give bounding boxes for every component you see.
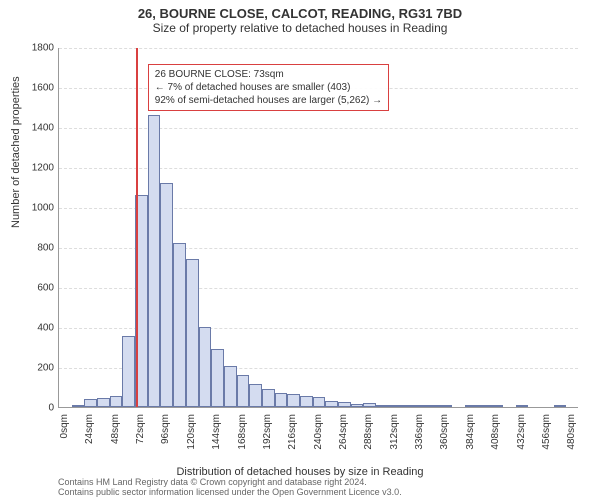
- chart-container: 26, BOURNE CLOSE, CALCOT, READING, RG31 …: [0, 0, 600, 500]
- histogram-bar: [516, 405, 529, 407]
- histogram-bar: [160, 183, 173, 407]
- histogram-bar: [465, 405, 478, 407]
- histogram-bar: [554, 405, 567, 407]
- footer-line-1: Contains HM Land Registry data © Crown c…: [58, 477, 402, 487]
- y-tick: 1800: [18, 43, 54, 54]
- histogram-bar: [351, 404, 364, 407]
- y-tick: 1200: [18, 163, 54, 174]
- callout-box: 26 BOURNE CLOSE: 73sqm← 7% of detached h…: [148, 64, 389, 111]
- chart-subtitle: Size of property relative to detached ho…: [0, 21, 600, 39]
- histogram-bar: [122, 336, 135, 407]
- histogram-bar: [338, 402, 351, 407]
- histogram-bar: [363, 403, 376, 407]
- y-tick: 200: [18, 363, 54, 374]
- histogram-bar: [414, 405, 427, 407]
- histogram-bar: [110, 396, 123, 407]
- histogram-bar: [401, 405, 414, 407]
- plot-region: 0200400600800100012001400160018000sqm24s…: [58, 48, 578, 408]
- histogram-bar: [427, 405, 440, 407]
- footer-line-2: Contains public sector information licen…: [58, 487, 402, 497]
- y-tick: 800: [18, 243, 54, 254]
- histogram-bar: [313, 397, 326, 407]
- histogram-bar: [376, 405, 389, 407]
- histogram-bar: [439, 405, 452, 407]
- histogram-bar: [262, 389, 275, 407]
- histogram-bar: [97, 398, 110, 407]
- histogram-bar: [211, 349, 224, 407]
- histogram-bar: [478, 405, 491, 407]
- histogram-bar: [84, 399, 97, 407]
- y-tick: 400: [18, 323, 54, 334]
- histogram-bar: [72, 405, 85, 407]
- histogram-bar: [249, 384, 262, 407]
- histogram-bar: [300, 396, 313, 407]
- histogram-bar: [224, 366, 237, 407]
- reference-line: [136, 48, 138, 407]
- histogram-bar: [325, 401, 338, 407]
- histogram-bar: [237, 375, 250, 407]
- histogram-bar: [490, 405, 503, 407]
- callout-line: 26 BOURNE CLOSE: 73sqm: [155, 68, 382, 81]
- histogram-bar: [186, 259, 199, 407]
- histogram-bar: [199, 327, 212, 407]
- y-tick: 0: [18, 403, 54, 414]
- histogram-bar: [173, 243, 186, 407]
- histogram-bar: [148, 115, 161, 407]
- y-tick: 1400: [18, 123, 54, 134]
- y-tick: 600: [18, 283, 54, 294]
- y-tick: 1600: [18, 83, 54, 94]
- callout-line: ← 7% of detached houses are smaller (403…: [155, 81, 382, 94]
- histogram-bar: [287, 394, 300, 407]
- footer: Contains HM Land Registry data © Crown c…: [58, 477, 402, 497]
- histogram-bar: [275, 393, 288, 407]
- callout-line: 92% of semi-detached houses are larger (…: [155, 94, 382, 107]
- y-tick: 1000: [18, 203, 54, 214]
- histogram-bar: [389, 405, 402, 407]
- chart-title: 26, BOURNE CLOSE, CALCOT, READING, RG31 …: [0, 0, 600, 21]
- chart-area: 0200400600800100012001400160018000sqm24s…: [58, 48, 578, 408]
